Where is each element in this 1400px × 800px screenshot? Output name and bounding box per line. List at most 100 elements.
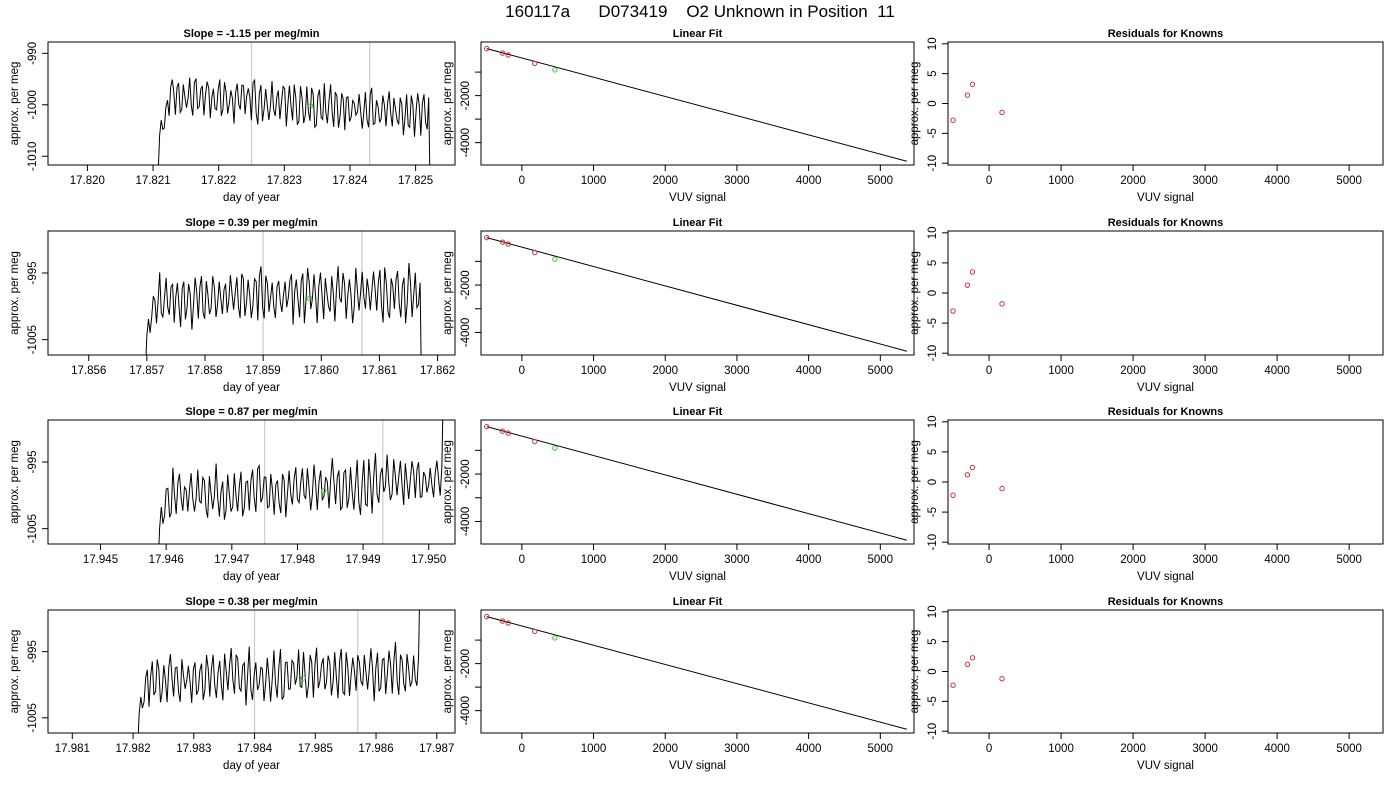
y-tick-label: -4000 (460, 318, 472, 347)
unknown-point (552, 256, 558, 262)
x-tick-label: 5000 (868, 175, 894, 187)
y-tick-label: 0 (927, 290, 939, 296)
known-point (532, 249, 538, 256)
x-tick-label: 17.861 (362, 365, 397, 377)
y-axis-label: approx. per meg (442, 62, 454, 146)
residual-point (950, 117, 956, 123)
x-axis-label: VUV signal (669, 760, 726, 772)
y-axis-label: approx. per meg (9, 630, 21, 714)
fit-line (486, 426, 907, 541)
residual-point (969, 655, 976, 661)
plot-area (157, 42, 431, 165)
x-tick-label: 17.982 (115, 743, 150, 755)
residual-point (999, 301, 1005, 307)
x-tick-label: 3000 (724, 175, 750, 187)
x-tick-label: 17.859 (246, 365, 281, 377)
y-tick-label: -5 (927, 318, 939, 328)
x-tick-label: 0 (519, 554, 525, 566)
panel-title: Linear Fit (673, 406, 723, 418)
x-tick-label: 17.820 (70, 175, 105, 187)
x-tick-label: 4000 (1264, 175, 1290, 187)
panel-title: Linear Fit (673, 217, 723, 229)
x-tick-label: 3000 (724, 365, 750, 377)
known-point (484, 423, 490, 430)
y-axis-label: approx. per meg (9, 62, 21, 146)
x-tick-label: 4000 (1264, 554, 1290, 566)
plot-area (950, 81, 1005, 123)
data-series-line (157, 77, 431, 165)
x-tick-label: 17.862 (420, 365, 455, 377)
x-tick-label: 17.983 (176, 743, 211, 755)
x-tick-label: 5000 (1336, 365, 1362, 377)
known-point (532, 438, 538, 445)
panel-title: Residuals for Knowns (1108, 596, 1224, 608)
y-tick-label: -995 (27, 640, 39, 663)
y-axis-label: approx. per meg (909, 251, 921, 335)
x-tick-label: 2000 (1120, 743, 1146, 755)
y-tick-label: -10 (927, 155, 939, 172)
y-tick-label: -2000 (460, 459, 472, 488)
unknown-marker (306, 295, 313, 302)
plot-area (137, 610, 420, 733)
panel-title: Linear Fit (673, 28, 723, 40)
x-tick-label: 5000 (1336, 554, 1362, 566)
y-tick-label: 5 (927, 638, 939, 644)
y-tick-label: -10 (927, 723, 939, 740)
x-tick-label: 17.822 (201, 175, 236, 187)
residuals-panel-3: Residuals for Knowns 0 1000 2000 3000 4000 500… (909, 596, 1384, 772)
y-tick-label: -1005 (27, 703, 39, 732)
plot-frame (47, 41, 456, 166)
x-tick-label: 1000 (1048, 554, 1074, 566)
x-tick-label: 1000 (581, 365, 607, 377)
panel-title: Residuals for Knowns (1108, 28, 1224, 40)
known-point (499, 239, 506, 245)
residual-point (964, 282, 971, 288)
x-tick-label: 17.857 (129, 365, 164, 377)
residual-point (964, 92, 971, 98)
residual-point (969, 464, 976, 471)
y-tick-label: 10 (927, 226, 939, 239)
known-point (532, 628, 538, 635)
known-point (532, 60, 538, 67)
panel-title: Residuals for Knowns (1108, 406, 1224, 418)
x-axis-label: VUV signal (669, 382, 726, 394)
residual-point (999, 675, 1005, 682)
residual-point (950, 682, 956, 688)
x-axis-label: day of year (223, 571, 280, 583)
time-series-panel-0: Slope = -1.15 per meg/min 17.820 17.821 17.… (9, 28, 456, 204)
residual-point (969, 269, 976, 275)
residual-point (964, 661, 971, 668)
time-series-panel-3: Slope = 0.38 per meg/min 17.981 17.982 17.9… (9, 596, 456, 772)
time-series-panel-1: Slope = 0.39 per meg/min 17.856 17.857 17.8… (9, 217, 456, 394)
x-tick-label: 5000 (868, 554, 894, 566)
x-tick-label: 5000 (868, 743, 894, 755)
known-point (484, 613, 490, 620)
y-tick-label: -2000 (460, 270, 472, 299)
known-point (499, 50, 506, 56)
y-axis-label: approx. per meg (909, 440, 921, 524)
x-tick-label: 17.984 (237, 743, 273, 755)
x-tick-label: 3000 (1192, 743, 1218, 755)
x-tick-label: 4000 (796, 743, 822, 755)
known-point (505, 52, 511, 58)
x-tick-label: 17.860 (304, 365, 339, 377)
residual-point (950, 492, 956, 498)
x-tick-label: 17.949 (346, 554, 381, 566)
data-series-line (137, 610, 420, 733)
y-tick-label: 5 (927, 260, 939, 266)
x-tick-label: 4000 (796, 554, 822, 566)
x-tick-label: 5000 (1336, 743, 1362, 755)
x-tick-label: 1000 (581, 175, 607, 187)
x-tick-label: 0 (986, 743, 992, 755)
y-axis-label: approx. per meg (909, 62, 921, 146)
x-tick-label: 2000 (1120, 175, 1146, 187)
plot-frame (47, 419, 456, 545)
plot-frame (947, 230, 1384, 356)
x-tick-label: 17.946 (149, 554, 184, 566)
y-tick-label: 10 (927, 37, 939, 50)
x-tick-label: 17.825 (398, 175, 433, 187)
x-tick-label: 1000 (581, 743, 607, 755)
residual-point (969, 81, 976, 88)
x-tick-label: 1000 (1048, 743, 1074, 755)
y-axis-label: approx. per meg (442, 440, 454, 524)
